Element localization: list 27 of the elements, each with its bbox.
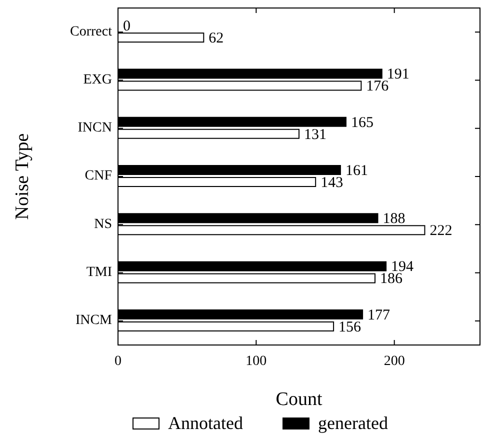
data-label: 62	[208, 30, 224, 47]
x-tick-label: 100	[246, 354, 267, 369]
y-tick-label: Correct	[70, 24, 112, 40]
data-label: 161	[345, 162, 368, 179]
data-label: 177	[368, 307, 391, 324]
data-label: 0	[123, 18, 130, 35]
data-label: 222	[430, 223, 452, 240]
data-label: 176	[366, 78, 390, 95]
data-label: 188	[382, 211, 406, 228]
y-tick-label: CNF	[84, 168, 112, 184]
x-tick-label: 0	[114, 354, 122, 369]
y-tick-label: EXG	[83, 72, 112, 88]
data-label: 186	[380, 271, 403, 288]
legend-label: generated	[318, 413, 388, 434]
data-label: 156	[338, 319, 362, 336]
y-tick-label: INCM	[75, 313, 113, 328]
x-tick-label: 200	[384, 354, 405, 369]
data-label: 191	[386, 66, 410, 83]
y-tick-label: TMI	[86, 265, 112, 280]
y-tick-label: NS	[94, 216, 112, 232]
legend-label: Annotated	[168, 413, 243, 434]
data-label: 143	[320, 174, 344, 191]
x-axis-title: Count	[276, 389, 323, 410]
data-label: 131	[304, 126, 326, 143]
data-label: 165	[350, 114, 374, 131]
y-axis-title: Noise Type	[12, 133, 33, 220]
y-tick-label: INCN	[78, 120, 112, 136]
